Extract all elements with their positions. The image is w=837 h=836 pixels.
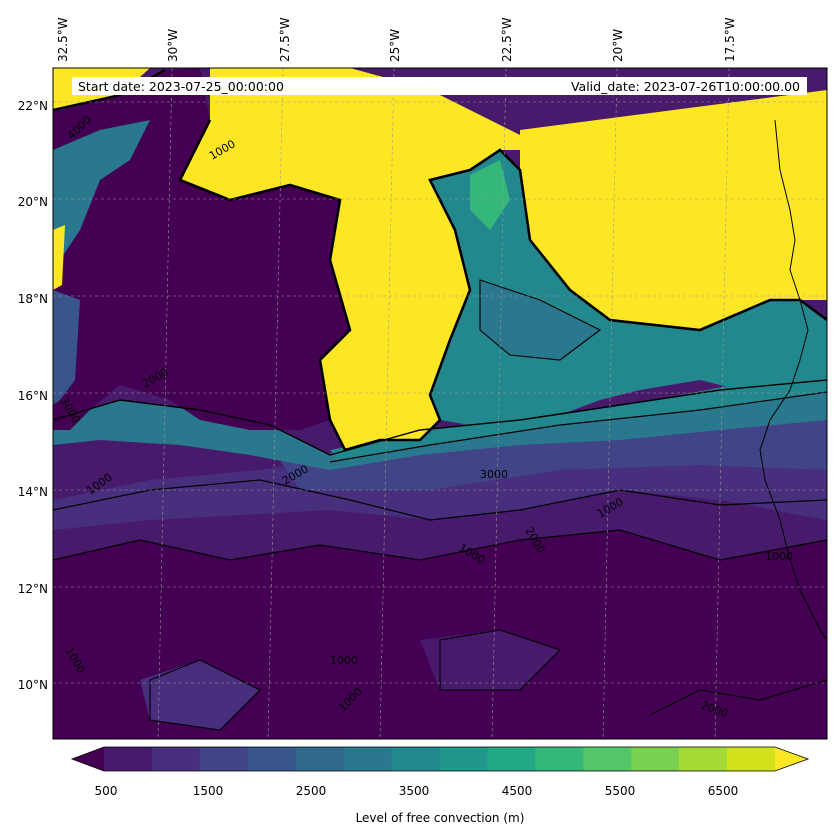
- field-teal-west: [53, 120, 150, 270]
- lat-label: 18°N: [18, 292, 48, 306]
- gridlines: [53, 68, 827, 739]
- contour-label: 1000: [330, 654, 358, 667]
- lat-label: 10°N: [18, 678, 48, 692]
- field-high-central: [180, 68, 530, 450]
- colorbar-segment: [151, 747, 201, 771]
- colorbar-segment: [679, 747, 728, 771]
- colorbar-tick-label: 3500: [399, 784, 430, 798]
- colorbar-segment: [631, 747, 680, 771]
- colorbar-segment: [295, 747, 345, 771]
- start-date-label: Start date: 2023-07-25_00:00:00: [78, 79, 284, 94]
- lon-label: 30°W: [166, 29, 180, 62]
- contour-lines: [53, 68, 827, 731]
- colorbar-segment: [247, 747, 297, 771]
- coastline: [759, 119, 827, 641]
- lat-label: 14°N: [18, 485, 48, 499]
- colorbar-tick-label: 500: [95, 784, 118, 798]
- lon-label: 27.5°W: [278, 17, 292, 62]
- lat-label: 16°N: [18, 389, 48, 403]
- colorbar: [70, 746, 810, 772]
- colorbar-extend-low: [72, 747, 104, 771]
- lon-label: 32.5°W: [56, 17, 70, 62]
- colorbar-tick-label: 5500: [605, 784, 636, 798]
- colorbar-tick-label: 1500: [193, 784, 224, 798]
- colorbar-outline: [70, 746, 810, 772]
- latitude-labels: 22°N 20°N 18°N 16°N 14°N 12°N 10°N: [18, 99, 48, 692]
- colorbar-segment: [583, 747, 632, 771]
- colorbar-segment: [487, 747, 536, 771]
- lat-label: 22°N: [18, 99, 48, 113]
- lon-label: 20°W: [611, 29, 625, 62]
- contour-label: 1000: [765, 550, 793, 563]
- map-panel: 4000 1000 3000 2000 1000 3000 2000 1000 …: [53, 68, 827, 739]
- field-patch: [420, 630, 560, 690]
- field-central-patch: [480, 280, 600, 360]
- colorbar-segment: [439, 747, 488, 771]
- field-west-edge: [53, 290, 80, 405]
- valid-date-label: Valid_date: 2023-07-26T10:00:00.00: [571, 79, 800, 94]
- lon-label: 17.5°W: [723, 17, 737, 62]
- field-central-patch2: [470, 160, 510, 230]
- lat-label: 12°N: [18, 582, 48, 596]
- colorbar-extend-high: [775, 747, 808, 771]
- colorbar-segment: [391, 747, 440, 771]
- colorbar-tick-labels: 500 1500 2500 3500 4500 5500 6500: [95, 784, 739, 798]
- lon-label: 25°W: [388, 29, 402, 62]
- colorbar-segment: [199, 747, 249, 771]
- field-high-west: [53, 225, 65, 290]
- field-teal-band: [53, 380, 827, 470]
- colorbar-segment: [535, 747, 584, 771]
- colorbar-tick-label: 2500: [296, 784, 327, 798]
- lat-label: 20°N: [18, 195, 48, 209]
- lon-label: 22.5°W: [500, 17, 514, 62]
- contour-label: 3000: [480, 468, 508, 481]
- colorbar-segment: [104, 747, 153, 771]
- header-band: [72, 77, 807, 95]
- colorbar-segment: [343, 747, 393, 771]
- field-high-east: [520, 90, 827, 330]
- colorbar-tick-label: 4500: [502, 784, 533, 798]
- colorbar-title: Level of free convection (m): [356, 811, 525, 825]
- colorbar-tick-label: 6500: [708, 784, 739, 798]
- field-teal-band2: [330, 372, 827, 462]
- colorbar-segment: [727, 747, 776, 771]
- map-frame: [52, 67, 828, 740]
- field-patch: [140, 660, 260, 730]
- longitude-labels: 32.5°W 30°W 27.5°W 25°W 22.5°W 20°W 17.5…: [56, 17, 737, 62]
